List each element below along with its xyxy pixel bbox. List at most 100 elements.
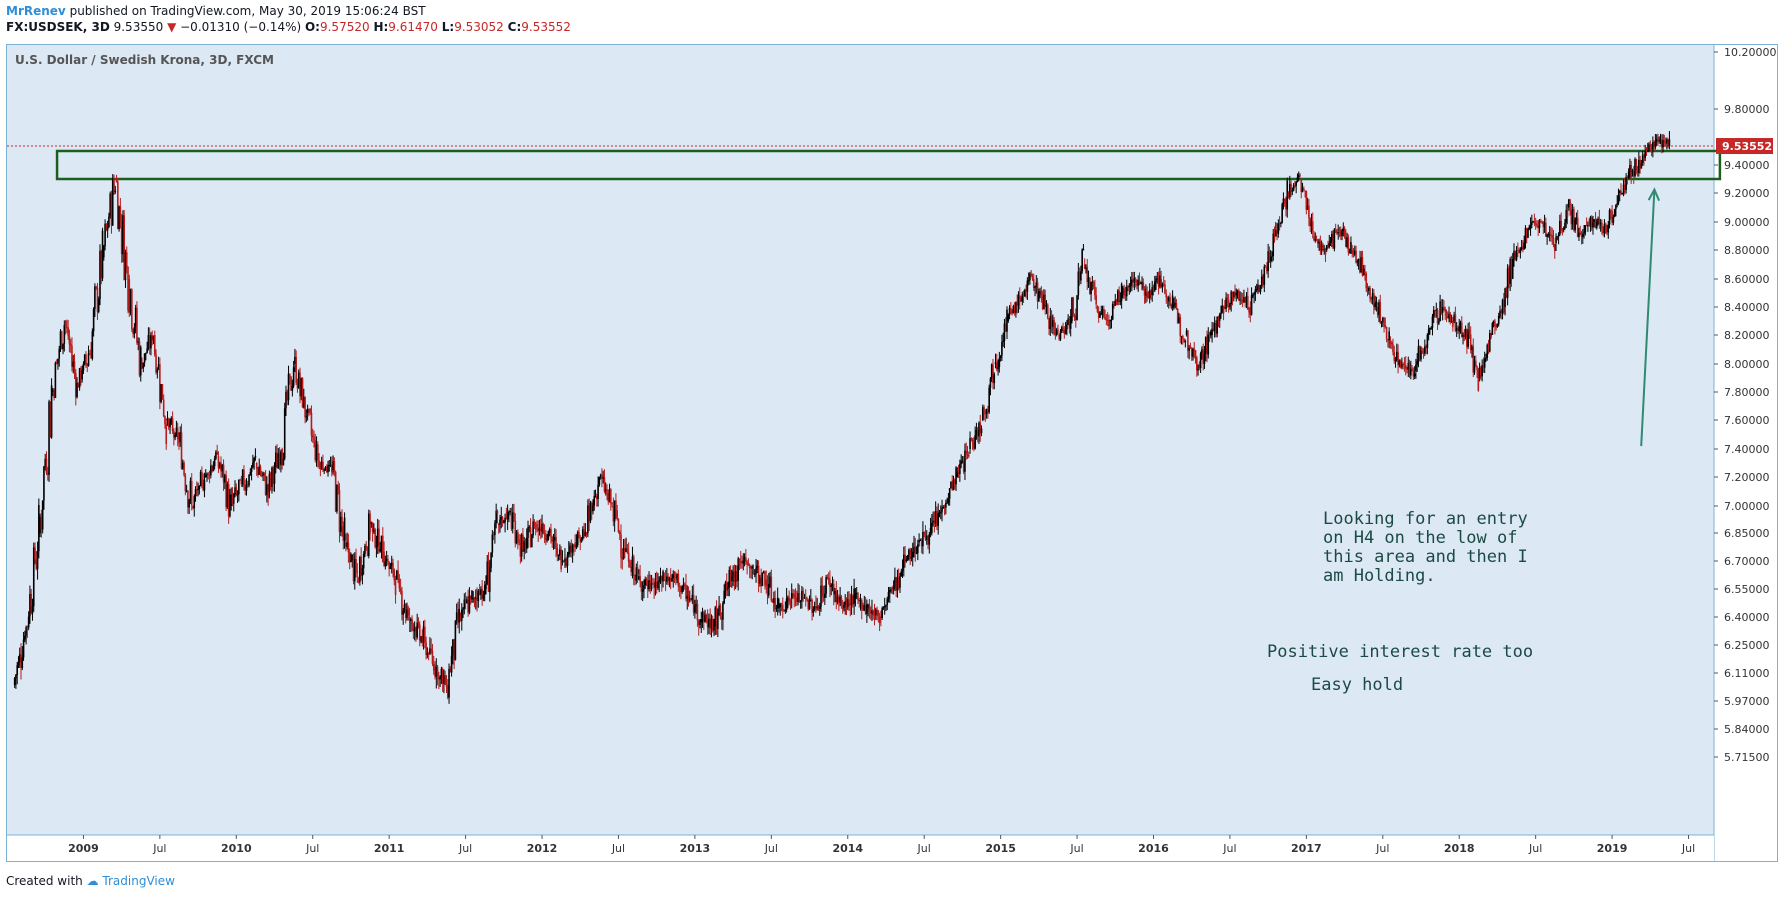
tradingview-logo-icon[interactable]: ☁ [86, 874, 99, 888]
candle-body [1253, 293, 1255, 295]
price-tick-label: 8.80000 [1724, 244, 1770, 257]
time-tick-label: 2016 [1138, 842, 1169, 855]
candle-body [566, 554, 569, 566]
candle-body [1066, 324, 1068, 330]
candle-body [496, 510, 499, 514]
candle-body [103, 245, 105, 258]
candle-body [348, 552, 351, 563]
price-tick-label: 7.60000 [1724, 414, 1770, 427]
candle-body [1459, 322, 1462, 327]
candle-body [406, 609, 408, 618]
candle-body [1235, 293, 1238, 296]
candle-body [1064, 329, 1067, 334]
candle-body [835, 591, 838, 603]
candle-body [487, 561, 490, 592]
candle-body [1452, 320, 1454, 328]
candle-body [1388, 331, 1390, 341]
candle-body [1510, 259, 1513, 279]
candle-body [618, 531, 621, 535]
candle-body [770, 576, 773, 601]
candle-body [1024, 290, 1026, 297]
candle-body [1551, 235, 1554, 238]
candle-body [728, 569, 731, 588]
candle-body [947, 498, 950, 503]
candle-body [1046, 304, 1049, 319]
candle-body [1592, 222, 1594, 228]
author-link[interactable]: MrRenev [6, 4, 66, 18]
candle-body [402, 610, 404, 615]
candle-body [957, 471, 960, 474]
candle-body [899, 576, 901, 588]
candle-body [352, 554, 355, 582]
candle-body [974, 435, 976, 449]
candle-body [105, 223, 108, 231]
chart-frame[interactable] [6, 44, 1778, 862]
candle-body [1525, 228, 1528, 238]
candle-body [1022, 294, 1025, 297]
candle-body [659, 576, 662, 581]
candle-body [118, 206, 120, 230]
candle-body [81, 370, 83, 380]
candle-body [709, 618, 711, 629]
candle-body [601, 474, 603, 479]
candle-body [1366, 288, 1369, 291]
candle-body [345, 542, 347, 547]
candle-body [1569, 199, 1571, 211]
candle-body [1206, 337, 1208, 355]
candle-body [988, 387, 990, 413]
candle-body [1058, 335, 1061, 340]
candle-body [446, 685, 449, 698]
candle-body [636, 567, 639, 575]
candle-body [1050, 315, 1053, 327]
candle-body [719, 605, 722, 617]
candle-body [94, 286, 96, 310]
candle-body [905, 559, 908, 561]
candle-body [394, 580, 397, 595]
candle-body [227, 484, 230, 517]
candle-body [653, 584, 655, 588]
candle-body [1183, 338, 1185, 342]
candle-body [1048, 318, 1050, 329]
candle-body [976, 429, 979, 437]
candle-body [111, 178, 114, 226]
candle-body [1448, 313, 1450, 319]
candle-body [1458, 326, 1461, 332]
candle-body [1039, 291, 1041, 293]
candle-body [327, 465, 329, 473]
candle-body [1147, 293, 1150, 299]
candle-body [1583, 232, 1585, 235]
candle-body [397, 570, 399, 579]
candle-body [1527, 229, 1529, 238]
candle-body [626, 548, 629, 553]
candle-body [1357, 259, 1360, 262]
candle-body [612, 506, 615, 522]
candle-body [953, 480, 956, 485]
candle-body [1348, 252, 1351, 254]
candle-body [1477, 370, 1480, 391]
candle-body [634, 576, 636, 581]
candle-body [925, 536, 928, 540]
candle-body [567, 552, 570, 555]
candle-body [883, 606, 886, 608]
candle-body [532, 521, 534, 536]
candle-body [1589, 217, 1592, 226]
candle-body [359, 557, 361, 583]
time-tick-label: Jul [1528, 842, 1542, 855]
candle-body [1266, 267, 1268, 272]
candle-body [250, 467, 253, 472]
candle-body [1133, 278, 1136, 283]
candle-body [836, 597, 839, 603]
candle-body [366, 546, 369, 556]
candle-body [449, 668, 452, 673]
candle-body [565, 558, 568, 566]
candle-body [1152, 286, 1155, 291]
candle-body [142, 362, 145, 369]
candle-body [557, 555, 560, 557]
candle-body [26, 626, 29, 628]
tradingview-brand[interactable]: TradingView [102, 874, 175, 888]
candle-body [1015, 302, 1017, 313]
candle-body [983, 407, 985, 414]
candle-body [629, 561, 631, 567]
candle-body [1296, 177, 1299, 183]
